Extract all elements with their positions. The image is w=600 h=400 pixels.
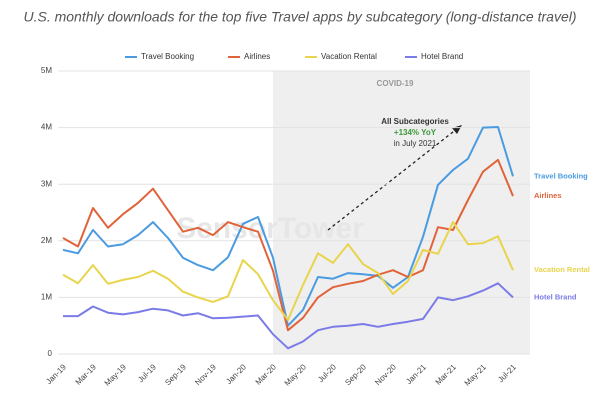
- y-tick-label: 0: [48, 349, 53, 358]
- chart-subtitle: U.S. monthly downloads for the top five …: [23, 9, 576, 25]
- series-line: [62, 158, 514, 332]
- x-tick-label: Sep-19: [163, 362, 188, 387]
- series-line: [63, 282, 514, 350]
- legend-label: Travel Booking: [141, 52, 194, 61]
- legend-label: Vacation Rental: [321, 52, 377, 61]
- annotation: All Subcategories: [381, 117, 449, 126]
- y-tick-label: 5M: [41, 66, 52, 75]
- x-tick-label: May-21: [463, 362, 489, 388]
- watermark: SensorTower: [176, 212, 364, 245]
- x-tick-label: Jul-21: [496, 362, 518, 384]
- y-tick-label: 4M: [41, 123, 52, 132]
- x-tick-label: Nov-20: [373, 362, 398, 387]
- end-label: Vacation Rental: [534, 265, 590, 274]
- end-label: Travel Booking: [534, 171, 588, 180]
- legend-label: Hotel Brand: [421, 52, 463, 61]
- covid-region: [273, 71, 530, 354]
- annotation: in July 2021: [394, 139, 437, 148]
- y-tick-label: 3M: [41, 179, 52, 188]
- x-tick-label: May-20: [283, 362, 309, 388]
- x-tick-label: Jan-20: [224, 362, 248, 386]
- x-tick-label: Mar-20: [254, 362, 279, 387]
- x-tick-label: Jan-21: [404, 362, 428, 386]
- annotation: +134% YoY: [394, 128, 437, 137]
- y-tick-label: 2M: [41, 236, 52, 245]
- series-line: [62, 221, 514, 321]
- x-tick-label: Jul-19: [136, 362, 158, 384]
- x-tick-label: Mar-19: [74, 362, 99, 387]
- x-tick-label: Sep-20: [343, 362, 368, 387]
- y-tick-label: 1M: [41, 293, 52, 302]
- x-tick-label: May-19: [103, 362, 129, 388]
- series-line: [62, 126, 514, 327]
- end-label: Hotel Brand: [534, 292, 577, 301]
- x-tick-label: Jan-19: [44, 362, 68, 386]
- legend-label: Airlines: [244, 52, 270, 61]
- x-tick-label: Jul-20: [316, 362, 338, 384]
- x-tick-label: Nov-19: [193, 362, 218, 387]
- period-label: COVID-19: [377, 79, 414, 88]
- x-tick-label: Mar-21: [434, 362, 459, 387]
- end-label: Airlines: [534, 191, 562, 200]
